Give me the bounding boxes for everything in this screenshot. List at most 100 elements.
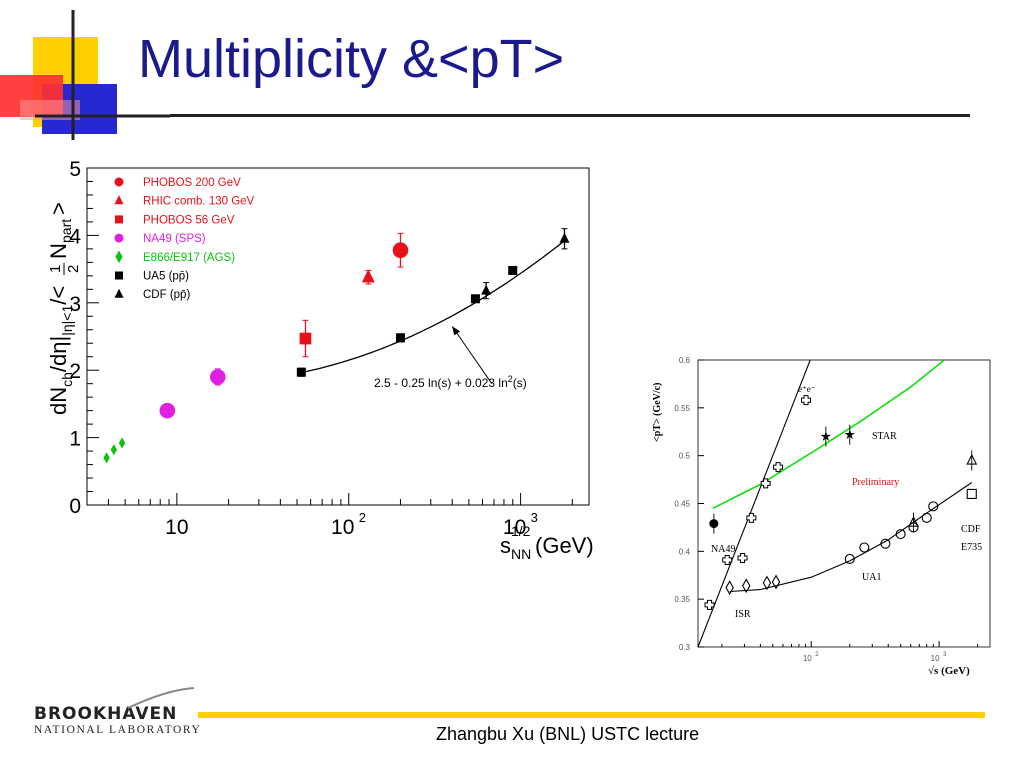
legend-marker bbox=[114, 195, 124, 205]
y-tick-label: 2 bbox=[69, 360, 81, 383]
annotation: CDF bbox=[961, 524, 981, 535]
logo-line-2: NATIONAL LABORATORY bbox=[34, 724, 202, 736]
data-point bbox=[760, 478, 771, 489]
legend-label: CDF (pp̄) bbox=[143, 289, 190, 301]
legend-marker bbox=[114, 233, 124, 243]
data-point bbox=[209, 369, 226, 385]
plot-frame bbox=[86, 167, 590, 506]
y-label-half-num: 1 bbox=[47, 265, 64, 273]
x-axis-label-unit: (GeV) bbox=[535, 533, 594, 558]
data-point bbox=[722, 554, 733, 565]
data-point bbox=[361, 269, 375, 283]
data-point bbox=[709, 519, 719, 529]
legend-marker bbox=[115, 215, 123, 224]
data-point bbox=[820, 431, 831, 441]
data-point bbox=[742, 578, 751, 594]
x-tick-label: 10 bbox=[931, 654, 940, 663]
x-tick-exponent: 2 bbox=[815, 652, 819, 658]
bnl-logo: BROOKHAVEN NATIONAL LABORATORY bbox=[34, 687, 202, 736]
x-axis-label-s: s bbox=[500, 533, 511, 558]
x-tick-label: 10 bbox=[331, 516, 354, 539]
fit-curve bbox=[301, 240, 565, 374]
annotation: E735 bbox=[961, 542, 982, 553]
data-point bbox=[844, 553, 855, 565]
y-tick-label: 1 bbox=[69, 428, 81, 451]
data-point bbox=[470, 294, 480, 304]
curve-ua bbox=[729, 482, 973, 593]
annotation: STAR bbox=[872, 431, 897, 442]
y-tick-label: 0 bbox=[69, 495, 81, 518]
data-point bbox=[844, 429, 855, 439]
data-point bbox=[908, 516, 919, 527]
legend-label: PHOBOS 200 GeV bbox=[143, 177, 241, 189]
annotation: e⁺e⁻ bbox=[798, 384, 816, 394]
y-tick-label: 4 bbox=[69, 225, 81, 248]
data-point bbox=[746, 512, 757, 523]
x-tick-label: 10 bbox=[503, 516, 526, 539]
data-point bbox=[559, 232, 570, 243]
data-point bbox=[762, 575, 772, 591]
logo-line-1: BROOKHAVEN bbox=[34, 704, 178, 724]
data-point bbox=[508, 265, 518, 275]
data-point bbox=[481, 284, 492, 295]
y-tick-label: 0.4 bbox=[679, 547, 691, 556]
x-axis-label-sub: NN bbox=[511, 546, 531, 562]
annotation: UA1 bbox=[862, 572, 881, 583]
data-point bbox=[773, 462, 784, 473]
data-point bbox=[118, 437, 126, 449]
y-label-half-den: 2 bbox=[65, 265, 82, 273]
y-tick-label: 0.5 bbox=[679, 452, 691, 461]
logo-swoosh-icon bbox=[127, 687, 195, 709]
x-axis-label-sup: 1/2 bbox=[511, 523, 531, 539]
data-point bbox=[296, 367, 306, 377]
x-tick-exponent: 3 bbox=[943, 652, 947, 658]
legend-label: RHIC comb. 130 GeV bbox=[143, 196, 255, 208]
y-label-part: part bbox=[58, 219, 74, 243]
y-tick-label: 5 bbox=[69, 158, 81, 181]
data-point bbox=[103, 452, 110, 464]
data-point bbox=[299, 332, 312, 345]
footer-bar bbox=[198, 712, 985, 718]
y-axis-label-text: dNch/dη||η|<1/< bbox=[46, 286, 75, 415]
mean-pt-chart: 0.30.350.40.450.50.550.610 2 10 3√s (GeV)<p… bbox=[652, 356, 991, 677]
footer-text: Zhangbu Xu (BNL) USTC lecture bbox=[436, 724, 700, 744]
legend-label: NA49 (SPS) bbox=[143, 233, 206, 245]
annotation: ISR bbox=[735, 609, 751, 620]
x-tick-label: 10 bbox=[165, 516, 188, 539]
data-point bbox=[737, 553, 748, 564]
y-tick-label: 3 bbox=[69, 293, 81, 316]
fit-formula-label: 2.5 - 0.25 ln(s) + 0.023 ln2(s) bbox=[374, 374, 527, 390]
annotation: Preliminary bbox=[852, 477, 899, 488]
curve-ee bbox=[697, 359, 811, 648]
y-tick-label: 0.3 bbox=[679, 643, 691, 652]
data-point bbox=[895, 529, 906, 540]
slide-title: Multiplicity &<pT> bbox=[138, 29, 565, 89]
data-point bbox=[395, 333, 405, 343]
plot-frame bbox=[697, 359, 991, 648]
data-point bbox=[392, 242, 409, 259]
legend-marker bbox=[114, 177, 124, 187]
y-tick-label: 0.45 bbox=[674, 500, 690, 509]
x-tick-exponent: 3 bbox=[531, 510, 538, 525]
data-point bbox=[880, 538, 891, 549]
data-point bbox=[725, 580, 734, 596]
annotation: NA49 bbox=[711, 544, 735, 555]
data-point bbox=[771, 574, 781, 590]
data-point bbox=[704, 599, 715, 610]
x-tick-label: 10 bbox=[803, 654, 812, 663]
legend-label: UA5 (pp̄) bbox=[143, 271, 189, 283]
legend-label: PHOBOS 56 GeV bbox=[143, 214, 235, 226]
data-point bbox=[159, 402, 176, 419]
legend-label: E866/E917 (AGS) bbox=[143, 252, 235, 264]
y-axis-label: <pT> (GeV/c) bbox=[652, 383, 663, 442]
curve-star bbox=[712, 359, 945, 510]
corner-decoration bbox=[0, 10, 170, 140]
y-tick-label: 0.6 bbox=[679, 356, 691, 365]
y-label-close: > bbox=[46, 202, 71, 215]
title-underline bbox=[170, 114, 970, 117]
legend-marker bbox=[115, 271, 123, 280]
y-tick-label: 0.55 bbox=[674, 404, 690, 413]
data-point bbox=[928, 501, 939, 512]
